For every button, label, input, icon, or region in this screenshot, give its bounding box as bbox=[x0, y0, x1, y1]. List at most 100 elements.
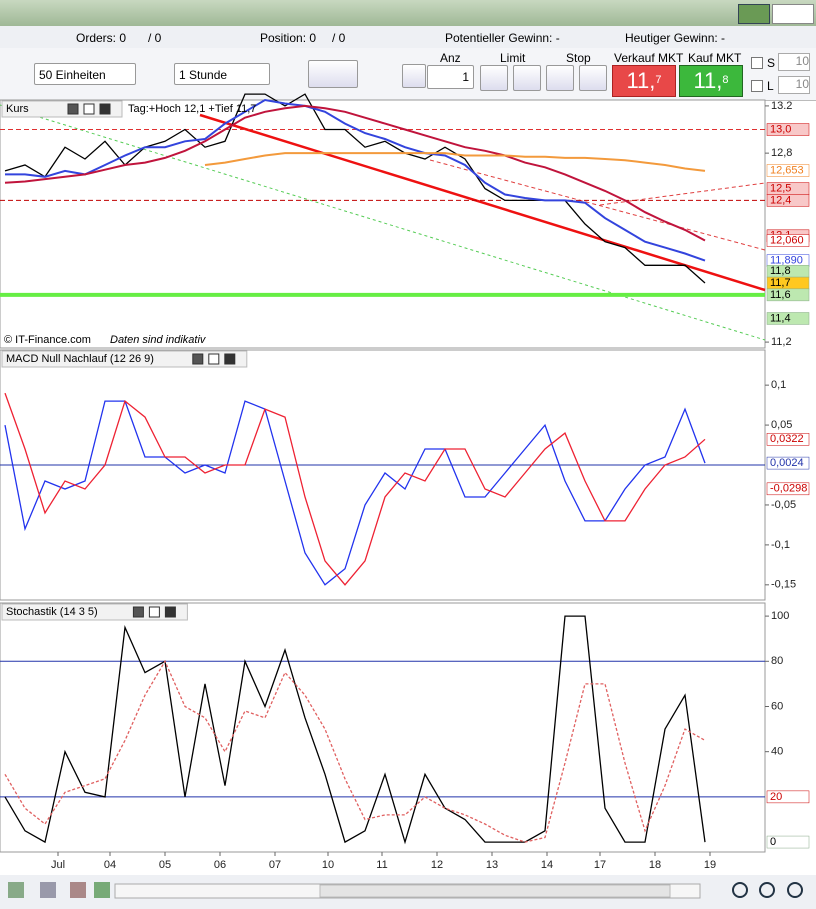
series-line bbox=[4, 659, 706, 843]
price-box-label: 11,6 bbox=[770, 289, 791, 301]
buy-pip: 8 bbox=[722, 74, 729, 86]
potential-profit: Potentieller Gewinn: - bbox=[445, 31, 560, 45]
series-line bbox=[4, 615, 706, 845]
panel-icon[interactable] bbox=[83, 103, 95, 115]
s-checkbox[interactable] bbox=[751, 57, 763, 69]
tool-icon[interactable] bbox=[8, 882, 24, 898]
price-box-label: 11,7 bbox=[770, 277, 791, 289]
window-buttons[interactable] bbox=[772, 4, 814, 24]
price-box-label: 20 bbox=[770, 791, 782, 803]
price-box-label: 12,5 bbox=[770, 182, 791, 194]
panel-icon[interactable] bbox=[132, 606, 144, 618]
y-tick-label: -0,15 bbox=[771, 579, 796, 591]
status-row: Orders: 0 / 0 Position: 0 / 0 Potentiell… bbox=[0, 26, 816, 49]
price-box bbox=[766, 288, 810, 302]
zoom-in[interactable] bbox=[787, 882, 803, 898]
keyboard-button[interactable] bbox=[738, 4, 770, 24]
zoom-out[interactable] bbox=[759, 882, 775, 898]
control-row: 50 Einheiten 1 Stunde Anz 1 Limit Stop V… bbox=[0, 48, 816, 101]
tool-button[interactable] bbox=[402, 64, 426, 88]
price-box-label: 12,060 bbox=[770, 234, 804, 246]
panel-header bbox=[1, 350, 248, 368]
panel-icon[interactable] bbox=[164, 606, 176, 618]
l-checkbox[interactable] bbox=[751, 80, 763, 92]
panel-icon[interactable] bbox=[192, 353, 204, 365]
y-tick-label: 80 bbox=[771, 655, 783, 667]
panel-icon[interactable] bbox=[208, 353, 220, 365]
macd-panel bbox=[0, 349, 766, 601]
x-tick-label: 05 bbox=[159, 859, 171, 871]
price-box-label: 0 bbox=[770, 836, 776, 848]
position: Position: 0 bbox=[260, 31, 317, 45]
panel-title: Kurs bbox=[6, 103, 29, 115]
l-label: L bbox=[767, 79, 774, 93]
limit-label: Limit bbox=[500, 51, 526, 65]
units: 50 Einheiten bbox=[39, 68, 106, 82]
price-box-label: 12,653 bbox=[770, 164, 804, 176]
y-tick-label: 13.2 bbox=[771, 100, 792, 112]
series-line bbox=[4, 392, 706, 586]
l-input[interactable]: 10 bbox=[778, 76, 810, 94]
stop-sell[interactable] bbox=[579, 65, 607, 91]
x-tick-label: 10 bbox=[322, 859, 334, 871]
interval: 1 Stunde bbox=[179, 68, 228, 82]
l-value: 10 bbox=[795, 77, 809, 91]
tool-icon[interactable] bbox=[94, 882, 110, 898]
x-tick-label: 11 bbox=[376, 859, 387, 871]
stop-buy[interactable] bbox=[546, 65, 574, 91]
price-box bbox=[766, 164, 810, 177]
price-box-label: -0,0298 bbox=[770, 483, 807, 495]
buy-price: 11, bbox=[693, 68, 723, 93]
series-line bbox=[4, 93, 706, 284]
s-input[interactable]: 10 bbox=[778, 53, 810, 71]
price-box-label: 11,8 bbox=[770, 265, 791, 277]
series-line bbox=[4, 400, 706, 586]
x-tick-label: 17 bbox=[594, 859, 606, 871]
x-tick-label: 12 bbox=[431, 859, 443, 871]
units-select[interactable]: 50 Einheiten bbox=[34, 63, 136, 85]
price-box bbox=[766, 456, 810, 470]
s-value: 10 bbox=[795, 54, 809, 68]
series-line bbox=[5, 98, 706, 262]
tool-icon[interactable] bbox=[70, 882, 86, 898]
sell-button[interactable]: 11,7 bbox=[612, 65, 676, 97]
x-tick-label: 19 bbox=[704, 859, 716, 871]
limit-sell[interactable] bbox=[513, 65, 541, 91]
price-box-label: 13,0 bbox=[770, 123, 791, 135]
anz-value: 1 bbox=[462, 70, 469, 84]
price-box-label: 11,890 bbox=[770, 255, 803, 267]
trend-line bbox=[199, 113, 766, 292]
trend-channel bbox=[429, 159, 766, 251]
y-tick-label: 0,05 bbox=[771, 419, 792, 431]
price-box bbox=[766, 482, 810, 496]
panel-icon[interactable] bbox=[148, 606, 160, 618]
zoom-fit[interactable] bbox=[732, 882, 748, 898]
tool-icon[interactable] bbox=[40, 882, 56, 898]
note: Daten sind indikativ bbox=[110, 334, 207, 346]
series-line bbox=[204, 152, 706, 172]
interval-select[interactable]: 1 Stunde bbox=[174, 63, 270, 85]
position-slash: / 0 bbox=[332, 31, 346, 45]
scroll-thumb[interactable] bbox=[319, 884, 671, 898]
panel-title: Stochastik (14 3 5) bbox=[6, 606, 98, 618]
limit-buy[interactable] bbox=[480, 65, 508, 91]
price-box bbox=[766, 433, 810, 446]
price-box bbox=[766, 194, 810, 207]
sell-label: Verkauf MKT bbox=[614, 51, 684, 65]
panel-icon[interactable] bbox=[224, 353, 236, 365]
price-box bbox=[766, 835, 810, 849]
panel-icon[interactable] bbox=[67, 103, 79, 115]
stop-label: Stop bbox=[566, 51, 591, 65]
panel-icon[interactable] bbox=[99, 103, 111, 115]
y-tick-label: 100 bbox=[771, 610, 789, 622]
y-tick-label: 60 bbox=[771, 700, 783, 712]
buy-button[interactable]: 11,8 bbox=[679, 65, 743, 97]
price-box-label: 0,0322 bbox=[770, 433, 804, 445]
panel-title: MACD Null Nachlauf (12 26 9) bbox=[6, 353, 154, 365]
x-tick-label: 04 bbox=[104, 859, 116, 871]
anz-input[interactable]: 1 bbox=[427, 65, 474, 89]
indicator-button[interactable] bbox=[308, 60, 358, 88]
x-tick-label: 06 bbox=[214, 859, 226, 871]
y-tick-label: 12,8 bbox=[771, 147, 792, 159]
